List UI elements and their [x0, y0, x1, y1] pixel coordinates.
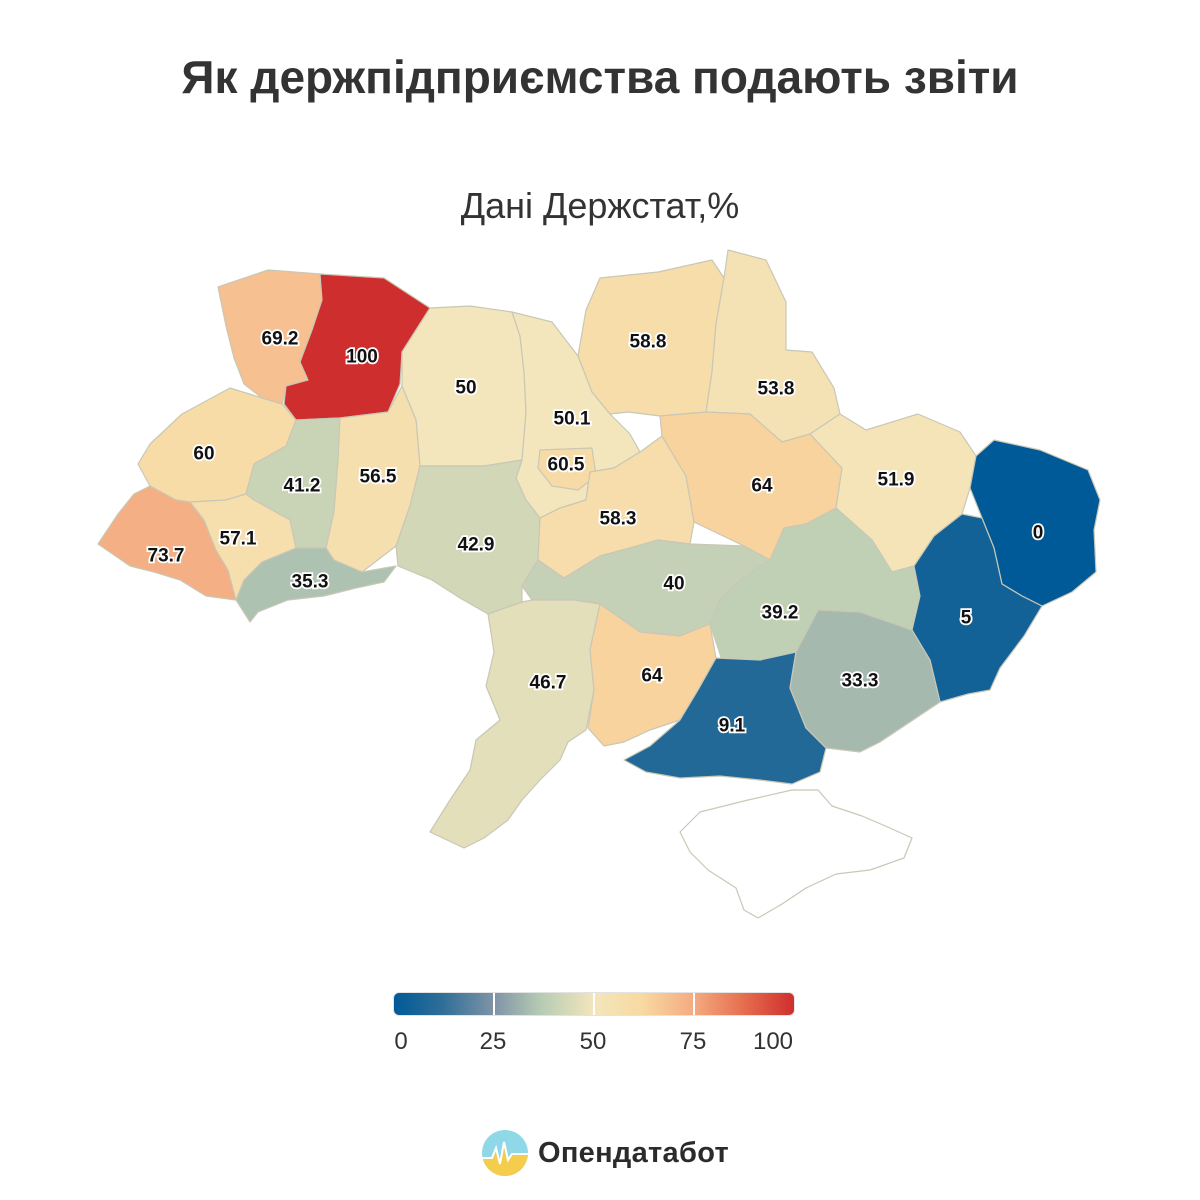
region-value-label: 50.1: [554, 409, 591, 430]
region-value-label: 33.3: [842, 671, 879, 692]
page-title: Як держпідприємства подають звіти: [181, 51, 1019, 103]
page-subtitle: Дані Держстат,%: [460, 185, 740, 226]
brand-name: Опендатабот: [538, 1136, 729, 1169]
region-value-label: 58.8: [630, 332, 667, 353]
region-18: [235, 547, 397, 623]
legend-label: 0: [394, 1028, 408, 1055]
region-value-label: 5: [961, 608, 972, 629]
legend-labels: 0 25 50 75 100: [393, 1028, 795, 1058]
legend-label: 50: [579, 1028, 607, 1055]
region-value-label: 46.7: [530, 673, 567, 694]
legend-label: 25: [479, 1028, 507, 1055]
color-legend: 0 25 50 75 100: [393, 992, 795, 1058]
region-value-label: 0: [1033, 523, 1044, 544]
region-10: [395, 459, 541, 615]
region-21: [911, 513, 1043, 703]
region-value-label: 35.3: [292, 572, 329, 593]
region-value-label: 51.9: [878, 470, 915, 491]
region-value-label: 50: [455, 378, 476, 399]
region-value-label: 42.9: [458, 535, 495, 556]
legend-color-scale: [393, 992, 795, 1016]
brand: Опендатабот: [482, 1128, 729, 1178]
region-value-label: 9.1: [719, 716, 746, 737]
region-value-label: 100: [346, 347, 378, 368]
legend-tick-mark: [593, 993, 595, 1015]
region-26: [679, 789, 913, 919]
region-22: [429, 599, 601, 849]
region-value-label: 53.8: [758, 379, 795, 400]
region-value-label: 64: [751, 476, 773, 497]
region-value-label: 41.2: [284, 476, 321, 497]
region-25: [789, 609, 941, 753]
legend-label: 75: [679, 1028, 707, 1055]
region-value-label: 73.7: [148, 546, 185, 567]
region-11: [537, 447, 597, 491]
region-23: [587, 603, 717, 747]
region-value-label: 60: [193, 444, 214, 465]
regions-layer: [97, 249, 1101, 919]
legend-tick-mark: [493, 993, 495, 1015]
opendatabot-logo-icon: [482, 1130, 528, 1176]
region-value-label: 57.1: [220, 529, 257, 550]
region-value-label: 64: [641, 666, 663, 687]
region-value-label: 40: [663, 574, 684, 595]
legend-label: 100: [752, 1028, 794, 1055]
region-value-label: 39.2: [762, 603, 799, 624]
region-value-label: 69.2: [262, 329, 299, 350]
legend-tick-mark: [693, 993, 695, 1015]
region-value-label: 58.3: [600, 509, 637, 530]
region-value-label: 60.5: [548, 455, 585, 476]
region-value-label: 56.5: [360, 467, 397, 488]
